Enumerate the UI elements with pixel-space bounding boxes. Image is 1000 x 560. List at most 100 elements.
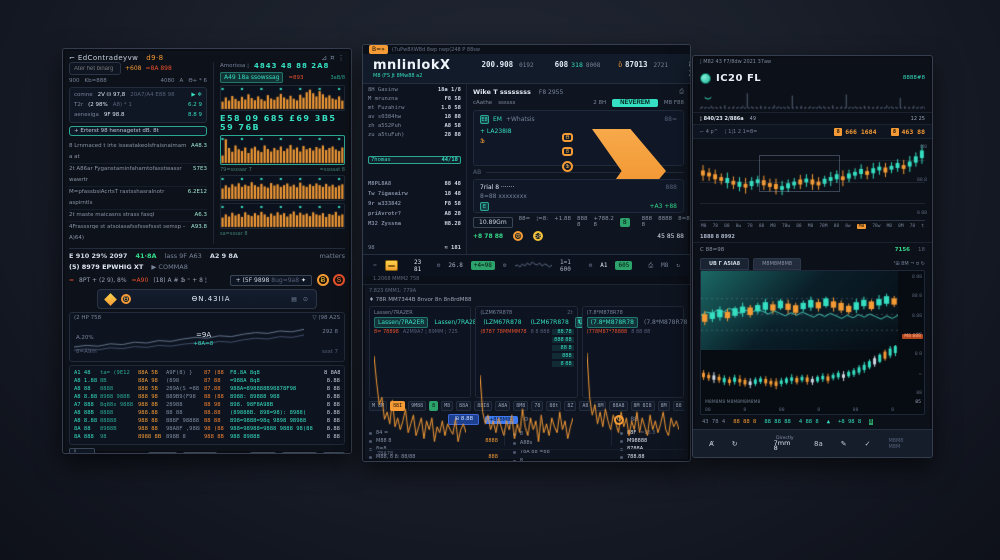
gear-icon-2[interactable]: ⚙ — [502, 262, 507, 269]
pair-row[interactable]: 9r w333842 F8 58 — [368, 201, 461, 208]
gear-icon-3[interactable]: ⚙ — [588, 262, 593, 269]
gear-icon-1[interactable]: ⚙ — [436, 262, 441, 269]
pair-row[interactable]: M8PL8A8 88 48 — [368, 181, 461, 188]
pair-row[interactable]: mt Fuzahirw 1.8 58 — [368, 105, 461, 111]
tab-a[interactable]: cAathe — [473, 100, 493, 106]
control-2[interactable]: A — [179, 78, 184, 84]
coin-icon[interactable]: Տ — [333, 274, 345, 286]
printer-icon[interactable]: ⎙ — [648, 261, 654, 269]
footer-coin-2[interactable]: 68 — [533, 231, 544, 241]
star-icon[interactable]: ✦ — [300, 276, 306, 284]
volume-histogram-3 — [220, 175, 345, 201]
wallet-icon[interactable] — [384, 260, 399, 271]
table-row[interactable]: A8 1.88 8B 88A 98 (898 87 88 =988A 8q8 8… — [74, 378, 340, 384]
watchlist-row[interactable]: 8 Lrnmaced t irte isseatakeolsfraisnaima… — [69, 141, 207, 164]
check-icon[interactable]: ✓ — [864, 439, 871, 448]
footer-chip[interactable]: A0 s F — [323, 451, 345, 453]
bar-value-4: A1 — [600, 262, 608, 269]
watchlist-row[interactable]: 2t maste maicasns strass fasql A6.3 — [69, 210, 207, 222]
chart-note: M8M8M8 M8M8M8M8M8 — [705, 400, 761, 405]
signature-icon[interactable]: Ⱥ — [709, 439, 714, 448]
footer-chip[interactable]: os 8d78* — [148, 451, 177, 453]
gas-box[interactable]: 10.89Gm — [473, 216, 513, 228]
refresh-icon[interactable]: ↻ — [731, 439, 738, 448]
exchange-logo[interactable]: mnlinlokX — [373, 58, 451, 73]
pair-row[interactable]: 8H Gasinw 18a 1/8 — [368, 87, 461, 93]
vol-header-value: 4843 48 88 2A8 — [253, 62, 330, 70]
table-row[interactable]: 8A 88 8988B 988 88 98A8F ,98888 98 (88 9… — [74, 426, 340, 432]
coin-icon[interactable]: Ƀ — [317, 274, 329, 286]
window-controls-icon[interactable]: ⊿ ¤ ⋮ — [321, 54, 345, 62]
mini-chart-card[interactable]: (7.8*M878R78 (7.8*M878R78(7.8*M878R78(7.… — [581, 306, 687, 461]
asset-search-pill[interactable]: Ө ӨN.43IIA ▤ ⊙ — [97, 289, 317, 309]
x-label: 8 — [817, 408, 821, 413]
highlighted-row[interactable]: + Erterst 98 hennagetst dB. 8t — [69, 126, 207, 136]
mini-chart-card[interactable]: (LZM67R878 Zt (LZM67R878(LZM67R878(LZM67… — [475, 306, 622, 461]
pill-icon-dot[interactable]: ⊙ — [302, 295, 308, 303]
chart-controls[interactable]: ¹⊞ 8М ¬ ¤ ↻ — [893, 260, 925, 267]
table-row[interactable]: A7 888 8q88s 9888 988 8B 28988 88 98 898… — [74, 402, 340, 408]
bottom-toolbar: Ⱥ ↻ Directly 7mm 8 8a ✎ ✓ М8М8 М8М — [693, 429, 932, 457]
footer-chip[interactable]: 288 889 — [249, 451, 276, 453]
pair-row-selected[interactable]: 7homas 44/18 — [368, 155, 461, 164]
tool-mid[interactable]: ¦ 1¦1 2 1=8= — [724, 128, 758, 135]
chart-icon[interactable]: 8a — [813, 439, 823, 448]
control-1[interactable]: 4080 — [160, 78, 175, 84]
y-axis-label: 88.8 — [916, 178, 927, 183]
tool-left[interactable]: ⌐ 4 p^ — [700, 128, 718, 135]
pair-row[interactable]: priAvrotr? A8 28 — [368, 211, 461, 218]
mini-chart-card[interactable]: Lassen/7RA2ER Lassen/7RA2ER Lassen/7RA2ER… — [369, 306, 597, 461]
pair-row[interactable]: M mrunzna F8 58 — [368, 96, 461, 102]
footer-chip[interactable]: MHZ8TB 8 — [281, 451, 318, 453]
toolbar-label[interactable]: Directly 7mm 8 — [773, 436, 794, 452]
pair-row[interactable]: zu a5tuFuh) 28 88 — [368, 132, 461, 138]
footer-chip[interactable]: (7g* last (78 — [182, 451, 218, 453]
port-header-sub[interactable]: ▶ COMMA8 — [151, 263, 188, 271]
pen-icon[interactable]: ✎ — [840, 439, 847, 448]
search-input[interactable] — [69, 62, 121, 75]
vol-chip[interactable]: A49 18a ssowssag — [220, 72, 284, 83]
pair-row[interactable]: av s0384hw 18 88 — [368, 114, 461, 120]
tool-box[interactable]: + (5F 9898 8ug=9a8 ✦ — [229, 274, 312, 286]
watchlist-row[interactable]: 2t A86ar Fyganstaminfahamtofasstwassr wa… — [69, 164, 207, 187]
order-card-b[interactable]: 7rial 8 ······· 888 8=88 xxxxxxxx Е +A3 … — [473, 179, 684, 213]
order-card-a[interactable]: Е8 ЕМ +Whatsis 88= + LA238I8 Ֆ Ө 8 Ֆ — [473, 110, 684, 213]
summary-row[interactable]: T2r (2 98% A8) * 1 6.2 9 — [74, 102, 202, 108]
table-row[interactable]: 8A 888 98 8988 8B 898B 8 988 8B 988 8988… — [74, 434, 340, 440]
table-row[interactable]: A1 48 ta= (9E12 88A 5B A9F(8) } 87 (88 F… — [74, 370, 340, 376]
footer-chip[interactable]: ¦ Mood * — [69, 448, 96, 453]
y-axis-label: 88 8 — [911, 294, 922, 300]
pair-row[interactable]: zh a5S2Puh A8 58 — [368, 123, 461, 129]
table-row[interactable]: A8 88 8888 888 5B 289A(S =88 87.88 988A=… — [74, 386, 340, 392]
pair-row-last[interactable]: 98 ≈ 181 — [368, 244, 461, 251]
bottom-stat: +1.88 — [554, 216, 571, 222]
footer-coin-1[interactable]: Ф — [513, 231, 524, 241]
bottom-stat-right: 888 8 — [641, 216, 653, 228]
tab-inactive[interactable]: М8М8М8М8 — [753, 257, 802, 270]
tab-active[interactable]: UB Г A5IA8 — [700, 257, 750, 270]
tool-text-1: 8PT + (2 9), 8% — [79, 276, 127, 284]
range-label: Kb=888 — [84, 78, 107, 84]
orange-stat: 8 666 1684 — [834, 127, 877, 136]
summary-row[interactable]: aenesiga 9F 98.8 8.8 9 — [74, 112, 202, 118]
asset-chip-icon-b: Е — [480, 202, 489, 211]
refresh-icon[interactable]: ↻ — [676, 262, 680, 269]
pair-row[interactable]: M32 Zyssna H8.28 — [368, 221, 461, 228]
watchlist-row[interactable]: 4Frasssrqe st atsoiasafssfssefssst semsp… — [69, 222, 207, 244]
chart-filter[interactable]: ▽ (98 A2S — [312, 315, 340, 321]
port-header-right[interactable]: matters — [319, 252, 345, 260]
tab-b[interactable]: ssssss — [498, 100, 516, 106]
tool-icons[interactable]: (18) A # Ֆ ⁼ + 8 ¦ — [153, 276, 207, 284]
bar-value-2: 26.8 — [448, 262, 463, 269]
table-row[interactable]: A8 8.88 88888 988 88 888F 98888 88 88 89… — [74, 418, 340, 424]
watchlist-row[interactable]: M=pfassbsiAcrtsT rastsshasralnotr aspirn… — [69, 187, 207, 210]
summary-row[interactable]: comne 2V ⛁ 97,8 20A7/A4 E88 98 ▶ ❄ — [74, 92, 202, 98]
control-3[interactable]: Ө+ * 6 — [188, 78, 207, 84]
table-row[interactable]: A8 88B 8888 988.88 88 88 88.88 (89888B. … — [74, 410, 340, 416]
confirm-button[interactable]: NEVEREM — [612, 99, 658, 107]
pair-row[interactable]: Tw 7igasairw 18 48 — [368, 191, 461, 198]
pairs-sidebar: 8H Gasinw 18a 1/8 M mrunzna F8 58 mt Fuzahir… — [363, 84, 467, 254]
camera-icon[interactable]: ⎙ — [679, 88, 684, 95]
pill-icon-grid[interactable]: ▤ — [291, 295, 297, 303]
table-row[interactable]: A8 8.88 8988 988B 888 98 889B9(F98 88 (8… — [74, 394, 340, 400]
